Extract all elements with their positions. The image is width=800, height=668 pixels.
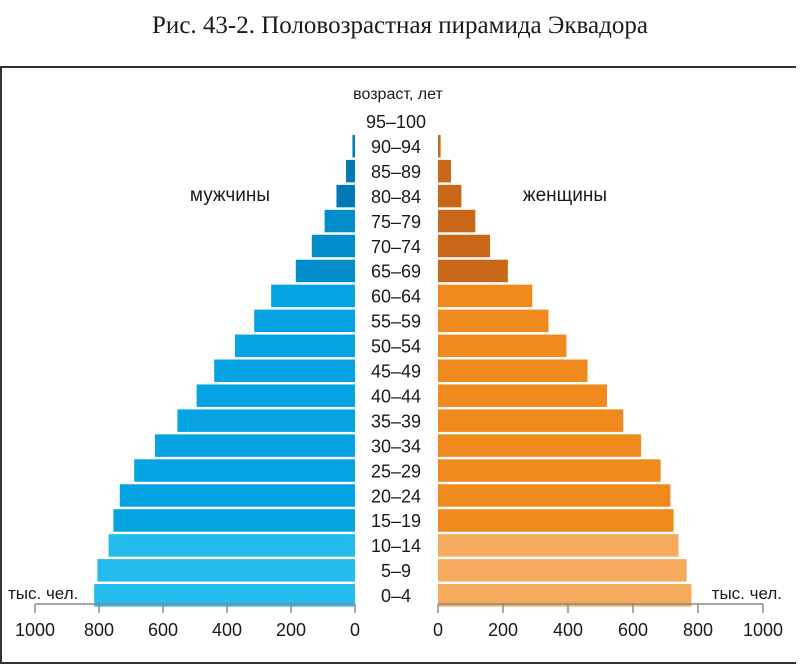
female-bar-19 bbox=[438, 584, 692, 607]
x-tick-label-right-0: 0 bbox=[433, 620, 443, 640]
male-bar-14 bbox=[134, 459, 355, 482]
male-bar-7 bbox=[271, 284, 355, 308]
female-bar-9 bbox=[438, 334, 567, 358]
female-bar-3 bbox=[438, 184, 462, 208]
male-bar-6 bbox=[295, 259, 355, 283]
female-bar-4 bbox=[438, 209, 476, 233]
female-bar-16 bbox=[438, 509, 674, 532]
age-label-15: 20–24 bbox=[371, 486, 421, 506]
age-label-0: 95–100 bbox=[366, 112, 426, 132]
unit-label-right: тыс. чел. bbox=[712, 584, 782, 603]
male-bars bbox=[94, 134, 356, 607]
male-bar-12 bbox=[177, 409, 355, 432]
male-bar-13 bbox=[155, 434, 355, 457]
female-bar-7 bbox=[438, 284, 533, 308]
female-bar-17 bbox=[438, 534, 679, 557]
female-bar-13 bbox=[438, 434, 642, 457]
x-tick-label-left-5: 0 bbox=[350, 620, 360, 640]
female-bar-5 bbox=[438, 234, 490, 258]
male-bar-3 bbox=[336, 184, 355, 208]
age-label-11: 40–44 bbox=[371, 386, 421, 406]
male-bar-18 bbox=[97, 559, 356, 582]
female-bar-2 bbox=[438, 159, 451, 183]
age-label-2: 85–89 bbox=[371, 162, 421, 182]
female-bar-8 bbox=[438, 309, 549, 333]
age-label-6: 65–69 bbox=[371, 262, 421, 282]
x-tick-label-right-3: 600 bbox=[618, 620, 648, 640]
x-tick-label-left-0: 1000 bbox=[15, 620, 55, 640]
x-tick-label-right-4: 800 bbox=[683, 620, 713, 640]
age-label-5: 70–74 bbox=[371, 237, 421, 257]
male-bar-11 bbox=[196, 384, 355, 407]
age-label-17: 10–14 bbox=[371, 536, 421, 556]
age-label-18: 5–9 bbox=[381, 561, 411, 581]
female-bar-18 bbox=[438, 559, 687, 582]
x-tick-label-left-4: 200 bbox=[276, 620, 306, 640]
unit-label-left: тыс. чел. bbox=[8, 584, 78, 603]
male-bar-17 bbox=[108, 534, 355, 557]
age-label-1: 90–94 bbox=[371, 137, 421, 157]
female-bar-6 bbox=[438, 259, 508, 283]
age-axis-label: возраст, лет bbox=[353, 86, 443, 103]
x-tick-label-right-2: 400 bbox=[553, 620, 583, 640]
x-tick-label-left-1: 800 bbox=[84, 620, 114, 640]
female-bar-12 bbox=[438, 409, 624, 432]
age-labels: 95–100 90–94 85–89 80–84 75–79 70–74 65–69 60–6… bbox=[366, 112, 426, 606]
male-bar-5 bbox=[311, 234, 355, 258]
female-bar-15 bbox=[438, 484, 671, 507]
age-label-16: 15–19 bbox=[371, 511, 421, 531]
male-bar-1 bbox=[352, 134, 355, 158]
female-bar-11 bbox=[438, 384, 607, 407]
male-bar-19 bbox=[94, 584, 355, 607]
x-tick-label-right-1: 200 bbox=[488, 620, 518, 640]
age-label-13: 30–34 bbox=[371, 436, 421, 456]
male-bar-15 bbox=[119, 484, 355, 507]
male-bar-9 bbox=[235, 334, 355, 358]
male-bar-2 bbox=[346, 159, 355, 183]
female-series-label: женщины bbox=[523, 185, 607, 206]
age-label-10: 45–49 bbox=[371, 362, 421, 382]
male-bar-10 bbox=[214, 359, 355, 382]
figure-caption: Рис. 43-2. Половозрастная пирамида Эквад… bbox=[152, 12, 648, 39]
female-bar-1 bbox=[438, 134, 441, 158]
age-label-3: 80–84 bbox=[371, 187, 421, 207]
age-label-19: 0–4 bbox=[381, 586, 411, 606]
male-series-label: мужчины bbox=[190, 185, 270, 206]
age-label-12: 35–39 bbox=[371, 411, 421, 431]
x-tick-label-left-2: 600 bbox=[148, 620, 178, 640]
male-bar-16 bbox=[113, 509, 356, 532]
female-bar-10 bbox=[438, 359, 588, 382]
male-bar-4 bbox=[324, 209, 355, 233]
female-bar-14 bbox=[438, 459, 661, 482]
age-label-8: 55–59 bbox=[371, 312, 421, 332]
axes: 1000 800 600 400 200 0 0 200 400 600 800 1000 bbox=[15, 603, 783, 640]
female-bars bbox=[438, 134, 692, 607]
age-label-9: 50–54 bbox=[371, 337, 421, 357]
age-label-7: 60–64 bbox=[371, 287, 421, 307]
chart-frame bbox=[0, 66, 796, 664]
x-tick-label-right-5: 1000 bbox=[743, 620, 783, 640]
x-tick-label-left-3: 400 bbox=[212, 620, 242, 640]
age-label-14: 25–29 bbox=[371, 461, 421, 481]
age-label-4: 75–79 bbox=[371, 212, 421, 232]
male-bar-8 bbox=[254, 309, 355, 333]
